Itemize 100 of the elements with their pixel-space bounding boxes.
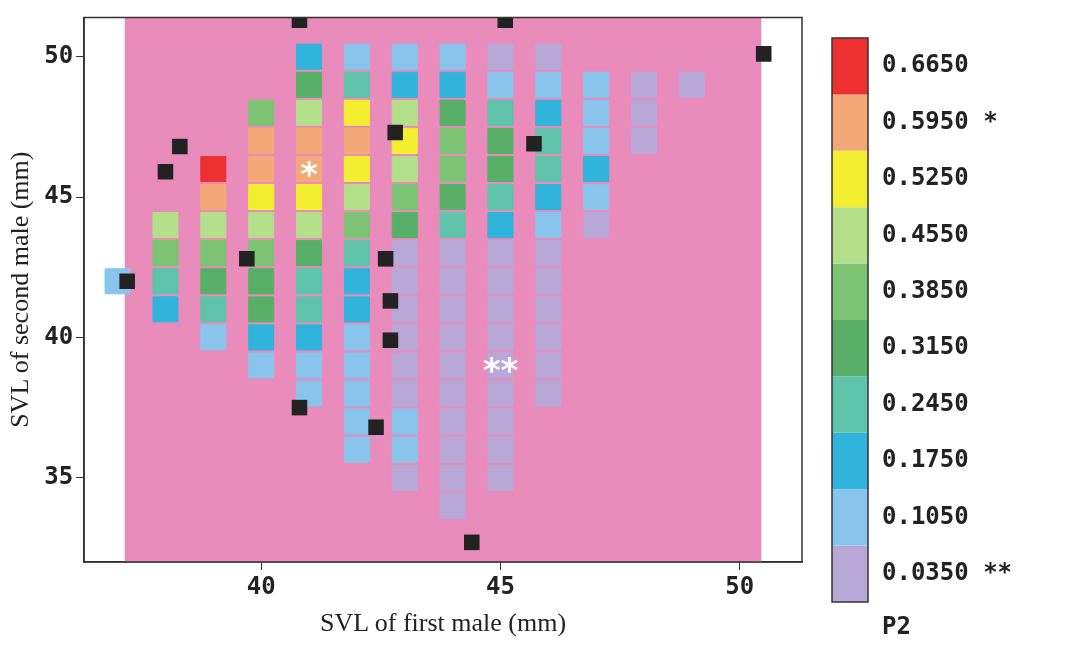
x-tick-label: 40 [246, 571, 276, 600]
point [296, 184, 323, 211]
point [382, 332, 399, 349]
point [152, 268, 179, 295]
point [439, 324, 466, 351]
x-axis-title: SVL of first male (mm) [320, 608, 567, 638]
y-tick-label: 50 [44, 40, 74, 69]
point [296, 43, 323, 70]
point [296, 212, 323, 239]
point [439, 127, 466, 154]
point [535, 99, 562, 126]
point [296, 268, 323, 295]
point [583, 71, 610, 98]
point [391, 352, 418, 379]
color-bar-label: 0.3850 [882, 276, 969, 305]
point [296, 240, 323, 267]
point [439, 184, 466, 211]
point [439, 155, 466, 183]
point [152, 240, 179, 267]
point [391, 99, 418, 126]
point [291, 399, 308, 416]
point [343, 268, 370, 295]
point [200, 212, 227, 239]
x-tick-label: 50 [725, 571, 755, 600]
point [487, 99, 514, 126]
point [439, 71, 466, 98]
point [368, 419, 384, 436]
point [535, 296, 562, 323]
point [248, 212, 275, 239]
point [296, 71, 323, 98]
color-bar-label: 0.4550 [882, 219, 969, 248]
point [535, 155, 562, 183]
point [377, 251, 394, 267]
x-tick-label: 45 [486, 571, 515, 600]
point [535, 352, 562, 379]
point [391, 184, 418, 211]
point [343, 71, 370, 98]
point [172, 138, 188, 155]
point [755, 46, 772, 62]
point [200, 268, 227, 295]
point [487, 212, 514, 239]
point [463, 534, 480, 551]
color-bar-label: 0.2450 [882, 388, 969, 417]
point [535, 324, 562, 351]
point [157, 164, 174, 180]
point [487, 184, 514, 211]
point [248, 155, 275, 183]
point [487, 155, 514, 183]
point [487, 268, 514, 295]
point [487, 71, 514, 98]
point [391, 380, 418, 407]
point [296, 296, 323, 323]
annotation: * [300, 153, 319, 194]
color-bar-title: P2 [882, 612, 911, 641]
point [535, 380, 562, 407]
point [152, 296, 179, 323]
color-bar-label: 0.0350 ** [882, 558, 1013, 587]
point [239, 251, 255, 267]
point [343, 43, 370, 70]
point [248, 296, 275, 323]
color-bar-label: 0.5950 * [882, 106, 998, 135]
point [439, 352, 466, 379]
point [487, 464, 514, 491]
point [296, 127, 323, 154]
point [439, 296, 466, 323]
point [535, 268, 562, 295]
point [391, 268, 418, 295]
point [439, 240, 466, 267]
point [382, 293, 399, 309]
point [487, 296, 514, 323]
point [343, 127, 370, 154]
point [391, 464, 418, 491]
color-bar-label: 0.1750 [882, 445, 969, 474]
color-bar-label: 0.1050 [882, 501, 969, 530]
point [391, 240, 418, 267]
point [391, 212, 418, 239]
point [439, 380, 466, 407]
point [119, 273, 135, 290]
color-bar-label: 0.6650 [882, 50, 969, 79]
point [248, 268, 275, 295]
y-axis-title: SVL of second male (mm) [5, 151, 35, 428]
y-tick-label: 45 [44, 181, 74, 210]
annotation: ** [482, 350, 519, 391]
point [343, 296, 370, 323]
point [248, 324, 275, 351]
point [343, 212, 370, 239]
point [391, 71, 418, 98]
point [439, 99, 466, 126]
point [535, 184, 562, 211]
point [248, 99, 275, 126]
point [487, 240, 514, 267]
y-tick-label: 35 [44, 462, 74, 491]
point [487, 127, 514, 154]
point [535, 71, 562, 98]
point [439, 212, 466, 239]
point [248, 184, 275, 211]
point [200, 296, 227, 323]
point [296, 99, 323, 126]
point [439, 464, 466, 491]
point [583, 155, 610, 183]
